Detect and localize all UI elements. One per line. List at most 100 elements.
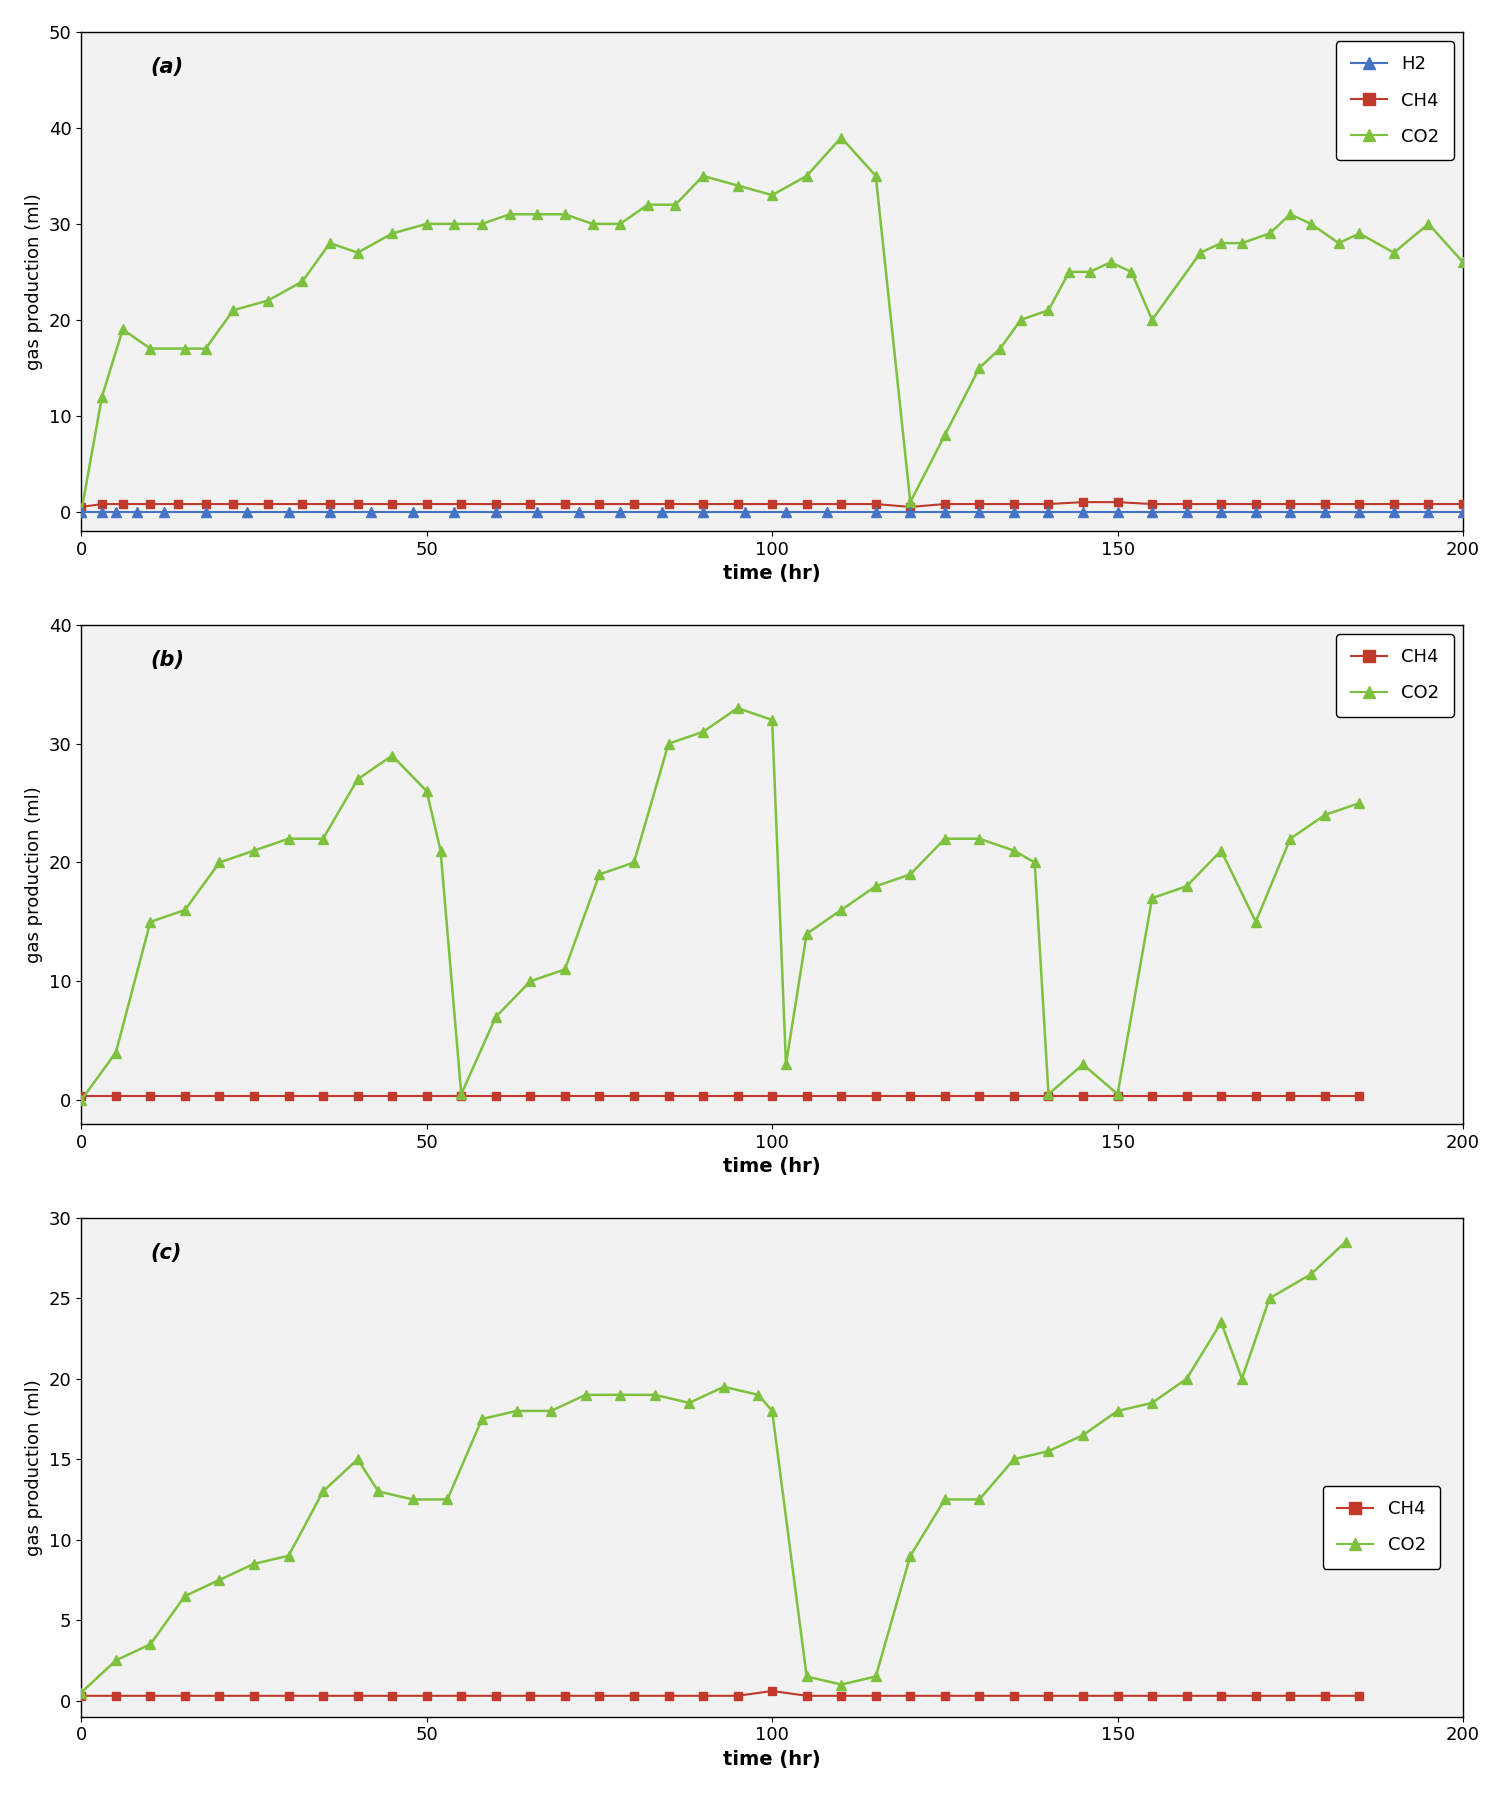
CO2	[1177, 875, 1195, 897]
CO2	[72, 501, 90, 522]
CH4	[763, 1085, 781, 1107]
CO2	[763, 709, 781, 730]
H2	[1454, 501, 1472, 522]
CH4	[728, 1085, 746, 1107]
CO2	[315, 829, 333, 850]
CH4	[1350, 1085, 1368, 1107]
CH4	[798, 493, 816, 515]
CH4	[832, 1685, 850, 1706]
CH4	[936, 1685, 954, 1706]
CH4	[1281, 1085, 1299, 1107]
CH4	[315, 1685, 333, 1706]
CH4	[1075, 492, 1093, 513]
H2	[1350, 501, 1368, 522]
CO2	[1350, 793, 1368, 814]
H2	[363, 501, 381, 522]
CH4	[1075, 1685, 1093, 1706]
CH4	[452, 493, 470, 515]
CO2	[176, 337, 194, 359]
CO2	[245, 1554, 263, 1575]
H2	[736, 501, 754, 522]
CH4	[1144, 1085, 1162, 1107]
CO2	[936, 423, 954, 445]
Legend: CH4, CO2: CH4, CO2	[1323, 1485, 1440, 1568]
CO2	[576, 1385, 594, 1406]
CH4	[936, 1085, 954, 1107]
CO2	[280, 1545, 298, 1566]
CO2	[777, 1053, 795, 1075]
CH4	[798, 1685, 816, 1706]
CH4	[1144, 493, 1162, 515]
CO2	[1005, 1448, 1023, 1469]
H2	[1385, 501, 1403, 522]
CO2	[1005, 840, 1023, 861]
CH4	[107, 1085, 125, 1107]
CH4	[107, 1685, 125, 1706]
CO2	[728, 174, 746, 196]
CH4	[384, 493, 402, 515]
CH4	[72, 497, 90, 518]
CO2	[749, 1385, 768, 1406]
H2	[197, 501, 215, 522]
CH4	[728, 493, 746, 515]
CH4	[867, 493, 885, 515]
CO2	[1075, 1053, 1093, 1075]
CH4	[521, 493, 539, 515]
H2	[486, 501, 504, 522]
CH4	[555, 1685, 573, 1706]
H2	[901, 501, 920, 522]
CH4	[197, 493, 215, 515]
H2	[528, 501, 546, 522]
CH4	[72, 1085, 90, 1107]
CO2	[1102, 251, 1120, 273]
CO2	[646, 1385, 664, 1406]
CH4	[384, 1085, 402, 1107]
CH4	[384, 1685, 402, 1706]
CH4	[555, 1085, 573, 1107]
CO2	[349, 1448, 367, 1469]
CH4	[590, 1085, 608, 1107]
CO2	[763, 185, 781, 206]
CH4	[349, 1685, 367, 1706]
Text: (c): (c)	[150, 1243, 182, 1263]
CH4	[176, 1085, 194, 1107]
H2	[238, 501, 256, 522]
CH4	[728, 1685, 746, 1706]
CO2	[832, 1674, 850, 1695]
H2	[107, 501, 125, 522]
CH4	[321, 493, 339, 515]
CH4	[625, 493, 643, 515]
CH4	[349, 1085, 367, 1107]
Text: (a): (a)	[150, 57, 184, 77]
CH4	[625, 1685, 643, 1706]
CO2	[1011, 309, 1029, 330]
H2	[653, 501, 671, 522]
CO2	[867, 875, 885, 897]
CH4	[1177, 493, 1195, 515]
CO2	[1302, 1263, 1320, 1285]
H2	[611, 501, 629, 522]
CH4	[1212, 493, 1230, 515]
H2	[694, 501, 712, 522]
CO2	[321, 231, 339, 253]
CO2	[486, 1006, 504, 1028]
CH4	[211, 1085, 229, 1107]
CO2	[1144, 1392, 1162, 1414]
CO2	[384, 745, 402, 766]
CO2	[418, 780, 436, 802]
CH4	[1177, 1685, 1195, 1706]
CO2	[1246, 911, 1264, 933]
Y-axis label: gas production (ml): gas production (ml)	[26, 786, 44, 963]
CH4	[867, 1685, 885, 1706]
H2	[403, 501, 421, 522]
CO2	[1385, 242, 1403, 264]
CO2	[1261, 1288, 1279, 1310]
CH4	[141, 1085, 160, 1107]
CH4	[259, 493, 277, 515]
CH4	[971, 493, 989, 515]
H2	[867, 501, 885, 522]
CO2	[259, 291, 277, 312]
CO2	[625, 852, 643, 874]
CO2	[445, 213, 464, 235]
CO2	[384, 222, 402, 244]
